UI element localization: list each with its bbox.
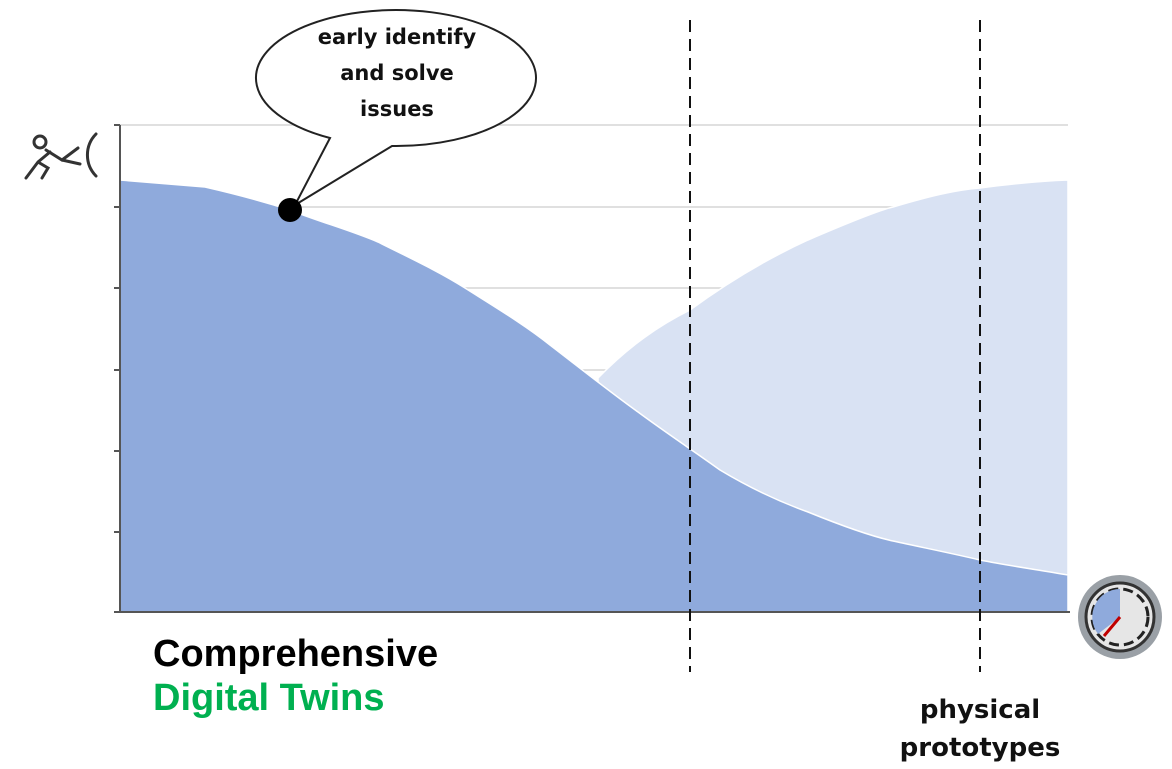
- point: [278, 198, 302, 222]
- digital-area: [119, 179, 1069, 613]
- marker-label: physical: [920, 695, 1040, 725]
- effort-icon: [24, 132, 98, 180]
- legend-line: Comprehensive: [153, 633, 438, 675]
- clock-icon: [1078, 575, 1162, 659]
- callout-line: early identify: [318, 25, 477, 49]
- legend-line: Digital Twins: [153, 677, 385, 719]
- callout-line: and solve: [340, 61, 454, 85]
- speech-bubble: [255, 9, 537, 208]
- marker-label: prototypes: [900, 733, 1061, 763]
- callout-line: issues: [360, 97, 434, 121]
- axes: [114, 124, 1070, 613]
